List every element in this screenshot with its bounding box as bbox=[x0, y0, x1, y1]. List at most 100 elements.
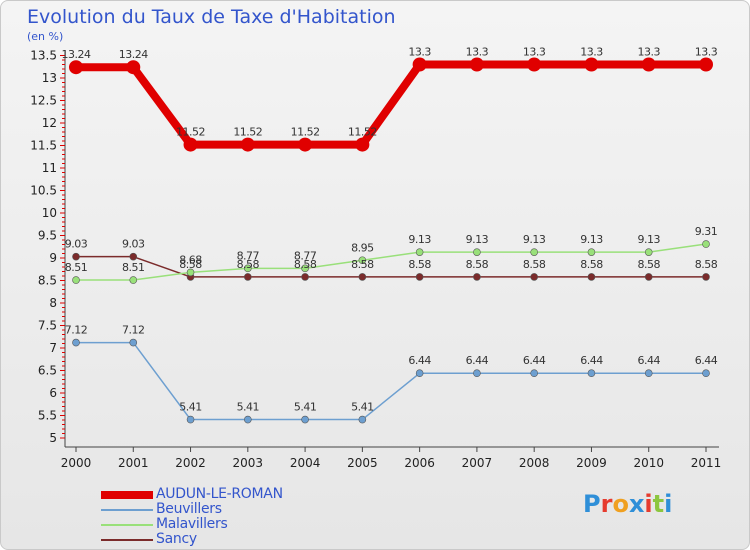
data-point bbox=[72, 252, 80, 261]
data-point bbox=[415, 248, 424, 256]
data-point bbox=[244, 415, 252, 424]
data-point bbox=[702, 273, 710, 281]
proxiti-logo: Proxiti bbox=[583, 490, 672, 518]
data-point bbox=[298, 137, 313, 152]
y-tick-label: 7.5 bbox=[38, 319, 57, 333]
data-point bbox=[301, 273, 309, 281]
x-tick-label: 2010 bbox=[633, 456, 664, 470]
legend-item: Sancy bbox=[101, 531, 341, 547]
chart-unit-label: (en %) bbox=[27, 30, 64, 43]
data-point bbox=[644, 369, 653, 378]
data-point bbox=[183, 137, 198, 152]
data-point bbox=[72, 338, 80, 347]
data-label: 8.77 bbox=[294, 249, 317, 262]
data-point bbox=[699, 57, 713, 72]
data-label: 6.44 bbox=[580, 354, 603, 367]
data-label: 13.3 bbox=[637, 46, 660, 59]
data-point bbox=[527, 57, 542, 72]
x-tick-label: 2000 bbox=[61, 456, 92, 470]
y-tick-label: 6 bbox=[49, 386, 57, 400]
legend-swatch bbox=[101, 491, 153, 499]
x-tick-label: 2001 bbox=[118, 456, 149, 470]
data-point bbox=[587, 248, 596, 256]
data-point bbox=[129, 338, 138, 347]
series-line-audun-le-roman bbox=[76, 60, 706, 149]
y-tick-label: 5 bbox=[49, 431, 57, 445]
data-label: 8.58 bbox=[294, 258, 317, 271]
data-label: 13.3 bbox=[466, 46, 489, 59]
data-label: 9.13 bbox=[408, 233, 431, 246]
data-label: 8.68 bbox=[179, 253, 202, 266]
data-label: 8.58 bbox=[237, 258, 260, 271]
x-tick-label: 2002 bbox=[175, 456, 206, 470]
data-label: 8.58 bbox=[466, 258, 489, 271]
data-point bbox=[69, 60, 83, 75]
data-point bbox=[469, 57, 484, 72]
data-label: 6.44 bbox=[695, 354, 718, 367]
x-tick-label: 2007 bbox=[462, 456, 493, 470]
data-point bbox=[244, 264, 252, 273]
legend-item: AUDUN-LE-ROMAN bbox=[101, 486, 341, 502]
data-label: 9.03 bbox=[122, 238, 145, 251]
data-point bbox=[587, 273, 596, 281]
data-point bbox=[355, 137, 370, 152]
data-label: 13.24 bbox=[119, 48, 148, 61]
data-point bbox=[587, 369, 596, 378]
data-label: 8.58 bbox=[637, 258, 660, 271]
data-label: 8.58 bbox=[408, 258, 431, 271]
x-tick-label: 2009 bbox=[576, 456, 607, 470]
data-label: 5.41 bbox=[294, 401, 317, 414]
legend-label: AUDUN-LE-ROMAN bbox=[156, 486, 283, 502]
logo-letter: o bbox=[612, 490, 629, 518]
data-point bbox=[301, 415, 309, 424]
data-label: 6.44 bbox=[523, 354, 546, 367]
data-label: 6.44 bbox=[466, 354, 489, 367]
data-point bbox=[644, 248, 653, 256]
y-tick-label: 12 bbox=[42, 116, 57, 130]
y-tick-label: 13.5 bbox=[30, 49, 57, 63]
data-label: 13.3 bbox=[408, 46, 431, 59]
data-label: 13.3 bbox=[580, 46, 603, 59]
data-label: 8.58 bbox=[580, 258, 603, 271]
data-label: 13.3 bbox=[695, 46, 718, 59]
data-label: 11.52 bbox=[176, 126, 205, 139]
logo-letter: i bbox=[644, 490, 653, 518]
legend-item: Malavillers bbox=[101, 516, 341, 532]
data-point bbox=[358, 273, 367, 281]
data-label: 7.12 bbox=[122, 324, 145, 337]
series-line-beuvillers bbox=[76, 341, 706, 421]
y-tick-label: 10 bbox=[42, 206, 57, 220]
data-label: 8.95 bbox=[351, 241, 374, 254]
data-point bbox=[702, 240, 710, 248]
data-label: 8.58 bbox=[351, 258, 374, 271]
data-label: 6.44 bbox=[637, 354, 660, 367]
data-label: 8.77 bbox=[237, 249, 260, 262]
series-line-malavillers bbox=[76, 243, 707, 281]
y-tick-label: 9.5 bbox=[38, 229, 57, 243]
data-label: 11.52 bbox=[291, 126, 320, 139]
data-label: 9.13 bbox=[466, 233, 489, 246]
data-label: 5.41 bbox=[351, 401, 374, 414]
data-point bbox=[244, 273, 252, 281]
y-tick-label: 10.5 bbox=[30, 184, 57, 198]
data-label: 8.58 bbox=[523, 258, 546, 271]
data-label: 9.13 bbox=[523, 233, 546, 246]
data-label: 11.52 bbox=[348, 126, 377, 139]
data-point bbox=[126, 60, 141, 75]
chart-title: Evolution du Taux de Taxe d'Habitation bbox=[27, 6, 396, 28]
y-tick-label: 6.5 bbox=[38, 364, 57, 378]
data-point bbox=[358, 256, 367, 265]
y-tick-label: 7 bbox=[49, 341, 57, 355]
data-point bbox=[584, 57, 599, 72]
data-point bbox=[702, 369, 710, 378]
x-tick-label: 2005 bbox=[347, 456, 378, 470]
data-label: 8.58 bbox=[695, 258, 718, 271]
data-point bbox=[473, 369, 481, 378]
y-tick-label: 9 bbox=[49, 251, 57, 265]
data-point bbox=[72, 276, 80, 284]
data-point bbox=[530, 248, 538, 256]
y-tick-label: 8 bbox=[49, 296, 57, 310]
data-point bbox=[644, 273, 653, 281]
